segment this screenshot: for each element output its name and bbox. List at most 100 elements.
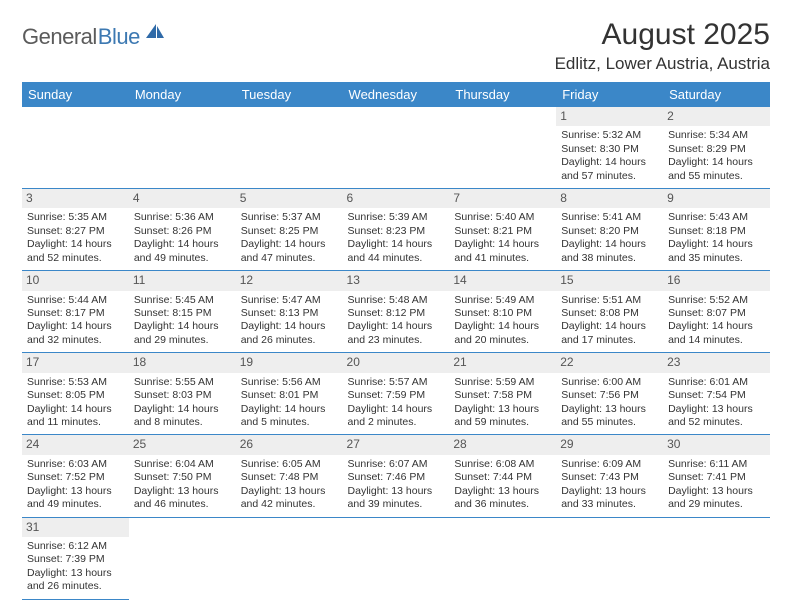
calendar-cell: 21Sunrise: 5:59 AMSunset: 7:58 PMDayligh…: [449, 353, 556, 435]
day-number: 31: [22, 518, 129, 537]
day-number: 24: [22, 435, 129, 454]
daylight: and 52 minutes.: [27, 252, 124, 265]
daylight: Daylight: 14 hours: [561, 156, 658, 169]
daylight: and 38 minutes.: [561, 252, 658, 265]
sunrise: Sunrise: 5:36 AM: [134, 211, 231, 224]
daylight: and 20 minutes.: [454, 334, 551, 347]
daylight: and 36 minutes.: [454, 498, 551, 511]
calendar-cell: [663, 517, 770, 599]
sunset: Sunset: 8:07 PM: [668, 307, 765, 320]
weekday-header: Wednesday: [343, 82, 450, 107]
sunrise: Sunrise: 5:40 AM: [454, 211, 551, 224]
day-number: 10: [22, 271, 129, 290]
sunset: Sunset: 8:17 PM: [27, 307, 124, 320]
calendar-head: SundayMondayTuesdayWednesdayThursdayFrid…: [22, 82, 770, 107]
sunset: Sunset: 7:39 PM: [27, 553, 124, 566]
daylight: and 23 minutes.: [348, 334, 445, 347]
daylight: and 29 minutes.: [134, 334, 231, 347]
daylight: and 55 minutes.: [668, 170, 765, 183]
day-number: 17: [22, 353, 129, 372]
daylight: Daylight: 14 hours: [27, 403, 124, 416]
calendar-cell: 28Sunrise: 6:08 AMSunset: 7:44 PMDayligh…: [449, 435, 556, 517]
sunrise: Sunrise: 6:08 AM: [454, 458, 551, 471]
calendar-cell: 23Sunrise: 6:01 AMSunset: 7:54 PMDayligh…: [663, 353, 770, 435]
calendar-table: SundayMondayTuesdayWednesdayThursdayFrid…: [22, 82, 770, 600]
calendar-cell: 9Sunrise: 5:43 AMSunset: 8:18 PMDaylight…: [663, 189, 770, 271]
day-number: 3: [22, 189, 129, 208]
sunrise: Sunrise: 5:44 AM: [27, 294, 124, 307]
calendar-cell: [129, 107, 236, 189]
day-number: 7: [449, 189, 556, 208]
calendar-cell: 31Sunrise: 6:12 AMSunset: 7:39 PMDayligh…: [22, 517, 129, 599]
sunrise: Sunrise: 5:34 AM: [668, 129, 765, 142]
sunset: Sunset: 8:30 PM: [561, 143, 658, 156]
calendar-cell: 16Sunrise: 5:52 AMSunset: 8:07 PMDayligh…: [663, 271, 770, 353]
sunset: Sunset: 8:18 PM: [668, 225, 765, 238]
sunrise: Sunrise: 5:55 AM: [134, 376, 231, 389]
day-number: 23: [663, 353, 770, 372]
daylight: Daylight: 13 hours: [668, 485, 765, 498]
daylight: Daylight: 14 hours: [241, 238, 338, 251]
weekday-header: Sunday: [22, 82, 129, 107]
calendar-cell: 30Sunrise: 6:11 AMSunset: 7:41 PMDayligh…: [663, 435, 770, 517]
sunset: Sunset: 7:50 PM: [134, 471, 231, 484]
sunrise: Sunrise: 5:48 AM: [348, 294, 445, 307]
sunset: Sunset: 8:01 PM: [241, 389, 338, 402]
day-number: 13: [343, 271, 450, 290]
calendar-cell: 22Sunrise: 6:00 AMSunset: 7:56 PMDayligh…: [556, 353, 663, 435]
sunrise: Sunrise: 5:57 AM: [348, 376, 445, 389]
sunset: Sunset: 8:03 PM: [134, 389, 231, 402]
day-number: 22: [556, 353, 663, 372]
calendar-cell: [343, 107, 450, 189]
sunset: Sunset: 7:44 PM: [454, 471, 551, 484]
day-number: 26: [236, 435, 343, 454]
day-number: 12: [236, 271, 343, 290]
daylight: Daylight: 14 hours: [454, 238, 551, 251]
sunset: Sunset: 8:05 PM: [27, 389, 124, 402]
day-number: 11: [129, 271, 236, 290]
calendar-cell: 10Sunrise: 5:44 AMSunset: 8:17 PMDayligh…: [22, 271, 129, 353]
daylight: and 49 minutes.: [27, 498, 124, 511]
month-title: August 2025: [555, 18, 770, 52]
sunset: Sunset: 7:58 PM: [454, 389, 551, 402]
sunset: Sunset: 8:29 PM: [668, 143, 765, 156]
sunrise: Sunrise: 5:39 AM: [348, 211, 445, 224]
daylight: Daylight: 13 hours: [27, 485, 124, 498]
sunset: Sunset: 7:43 PM: [561, 471, 658, 484]
weekday-header: Saturday: [663, 82, 770, 107]
daylight: and 11 minutes.: [27, 416, 124, 429]
daylight: Daylight: 14 hours: [561, 238, 658, 251]
daylight: and 47 minutes.: [241, 252, 338, 265]
sunset: Sunset: 8:13 PM: [241, 307, 338, 320]
calendar-cell: 18Sunrise: 5:55 AMSunset: 8:03 PMDayligh…: [129, 353, 236, 435]
daylight: and 17 minutes.: [561, 334, 658, 347]
daylight: Daylight: 14 hours: [668, 156, 765, 169]
calendar-cell: 13Sunrise: 5:48 AMSunset: 8:12 PMDayligh…: [343, 271, 450, 353]
weekday-header: Monday: [129, 82, 236, 107]
day-number: 6: [343, 189, 450, 208]
day-number: 2: [663, 107, 770, 126]
sunrise: Sunrise: 5:51 AM: [561, 294, 658, 307]
daylight: and 52 minutes.: [668, 416, 765, 429]
daylight: Daylight: 14 hours: [348, 238, 445, 251]
day-number: 5: [236, 189, 343, 208]
calendar-cell: [449, 107, 556, 189]
day-number: 25: [129, 435, 236, 454]
daylight: and 32 minutes.: [27, 334, 124, 347]
sunrise: Sunrise: 5:49 AM: [454, 294, 551, 307]
calendar-cell: 17Sunrise: 5:53 AMSunset: 8:05 PMDayligh…: [22, 353, 129, 435]
daylight: and 49 minutes.: [134, 252, 231, 265]
daylight: Daylight: 13 hours: [454, 485, 551, 498]
day-number: 8: [556, 189, 663, 208]
daylight: Daylight: 14 hours: [668, 238, 765, 251]
calendar-cell: 15Sunrise: 5:51 AMSunset: 8:08 PMDayligh…: [556, 271, 663, 353]
sunrise: Sunrise: 6:11 AM: [668, 458, 765, 471]
calendar-cell: [343, 517, 450, 599]
daylight: and 26 minutes.: [27, 580, 124, 593]
daylight: and 41 minutes.: [454, 252, 551, 265]
sunrise: Sunrise: 5:43 AM: [668, 211, 765, 224]
sunrise: Sunrise: 6:04 AM: [134, 458, 231, 471]
calendar-cell: [22, 107, 129, 189]
location: Edlitz, Lower Austria, Austria: [555, 54, 770, 74]
calendar-cell: [236, 517, 343, 599]
